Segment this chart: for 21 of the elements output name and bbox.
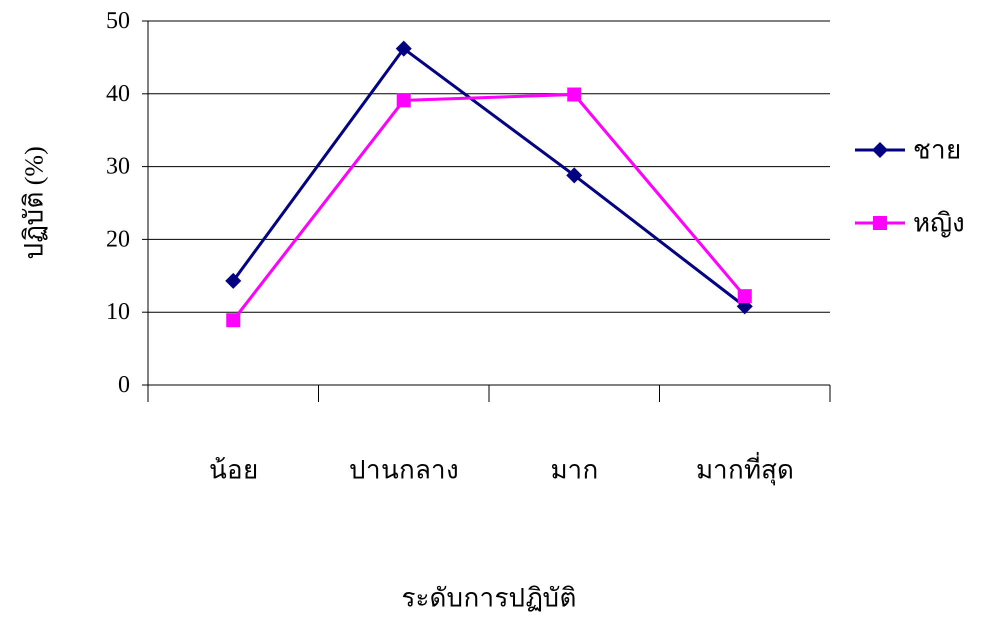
x-tick-label: น้อย (208, 456, 258, 484)
point (738, 289, 752, 304)
point (567, 88, 582, 102)
y-tick-label: 40 (106, 80, 130, 107)
y-tick-label: 0 (118, 372, 130, 398)
y-axis-title: ปฏิบัติ (%) (20, 146, 48, 260)
point (396, 93, 411, 108)
y-tick-label: 30 (106, 154, 130, 180)
x-tick-label: มากที่สุด (696, 452, 794, 486)
legend-label: ชาย (913, 136, 961, 164)
y-tick-label: 50 (106, 8, 130, 34)
y-tick-label: 20 (106, 226, 130, 252)
legend-label: หญิง (913, 208, 965, 238)
point (566, 167, 582, 184)
point (226, 313, 240, 328)
x-axis-title: ระดับการปฏิบัติ (402, 584, 576, 612)
point (225, 272, 242, 289)
point (396, 40, 412, 57)
y-tick-label: 10 (106, 299, 130, 326)
x-tick-label: มาก (550, 456, 598, 484)
x-tick-label: ปานกลาง (348, 456, 459, 484)
